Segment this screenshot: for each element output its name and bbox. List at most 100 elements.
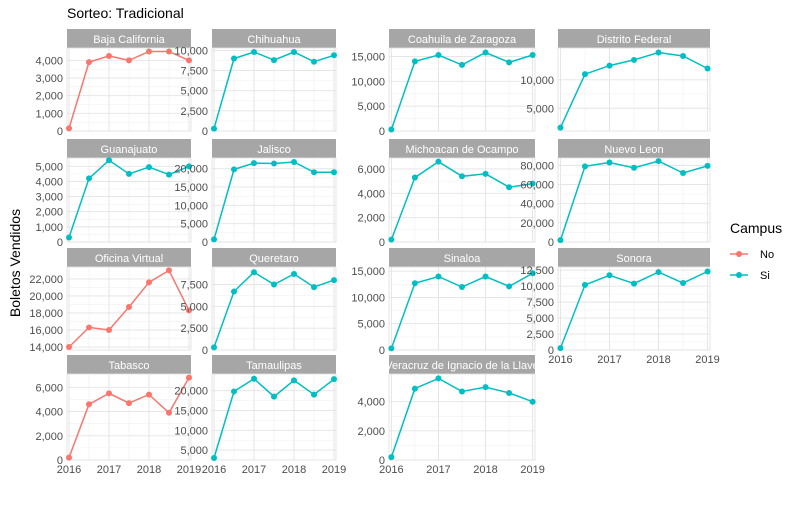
facet-strip bbox=[212, 139, 336, 158]
facet-strip-label: Oficina Virtual bbox=[95, 253, 163, 265]
data-point bbox=[146, 391, 152, 398]
data-point bbox=[211, 344, 217, 351]
data-point bbox=[126, 57, 132, 64]
facet-strip-label: Guanajuato bbox=[101, 144, 158, 156]
x-tick-label: 2017 bbox=[242, 464, 266, 476]
facet-strip bbox=[212, 248, 336, 267]
y-tick-label: 10,000 bbox=[351, 76, 385, 88]
data-point bbox=[411, 58, 418, 65]
y-tick-label: 4,000 bbox=[35, 407, 63, 419]
data-point bbox=[506, 59, 513, 66]
facet-strip bbox=[67, 139, 191, 158]
y-tick-label: 20,000 bbox=[174, 386, 208, 398]
facet-strip-label: Distrito Federal bbox=[597, 34, 672, 46]
y-tick-label: 6,000 bbox=[357, 164, 385, 176]
facet-panel: Jalisco 0 5,000 10,000 15,000 20,000 bbox=[174, 139, 337, 249]
y-tick-label: 0 bbox=[548, 345, 554, 357]
data-point bbox=[106, 390, 112, 397]
x-tick-label: 2017 bbox=[426, 464, 450, 476]
facet-panel: Distrito Federal 5,000 10,000 bbox=[520, 29, 711, 132]
data-point bbox=[704, 65, 711, 72]
facet-strip bbox=[67, 248, 191, 267]
y-tick-label: 4,000 bbox=[35, 55, 63, 67]
facet-panel: Coahuila de Zaragoza 0 5,000 10,000 15,000 bbox=[351, 29, 536, 138]
y-tick-label: 2,500 bbox=[180, 106, 208, 118]
y-tick-label: 4,000 bbox=[357, 397, 385, 409]
data-point bbox=[291, 49, 297, 56]
y-tick-label: 2,000 bbox=[35, 431, 63, 443]
data-point bbox=[86, 401, 92, 408]
data-point bbox=[186, 307, 192, 314]
x-tick-label: 2016 bbox=[202, 464, 226, 476]
facet-panel: Tabasco 0 2,000 4,000 6,000 2016 2017 2018 2019 bbox=[35, 355, 201, 476]
facet-strip-label: Jalisco bbox=[257, 144, 291, 156]
y-tick-label: 5,000 bbox=[180, 445, 208, 457]
data-point bbox=[311, 391, 317, 398]
facet-strip bbox=[558, 248, 710, 267]
legend-key-point bbox=[736, 251, 742, 257]
data-point bbox=[459, 283, 465, 290]
data-point bbox=[388, 345, 395, 352]
data-point bbox=[166, 48, 172, 55]
data-point bbox=[106, 157, 112, 164]
facet-strip bbox=[558, 29, 710, 48]
y-tick-label: 15,000 bbox=[174, 405, 208, 417]
data-point bbox=[557, 237, 564, 244]
data-point bbox=[231, 166, 237, 173]
data-point bbox=[506, 283, 513, 290]
data-point bbox=[557, 124, 564, 131]
facet-panel: Chihuahua 0 2,500 5,000 7,500 10,000 bbox=[174, 29, 337, 138]
data-point bbox=[186, 374, 192, 381]
data-point bbox=[482, 49, 489, 56]
facet-strip bbox=[389, 248, 535, 267]
data-point bbox=[291, 377, 297, 384]
data-point bbox=[704, 268, 711, 275]
y-tick-label: 7,500 bbox=[180, 279, 208, 291]
y-tick-label: 0 bbox=[57, 455, 63, 467]
y-tick-label: 7,500 bbox=[526, 297, 554, 309]
facet-panel: Queretaro 0 2,500 5,000 7,500 bbox=[180, 248, 337, 357]
x-tick-label: 2018 bbox=[282, 464, 306, 476]
y-tick-label: 0 bbox=[379, 126, 385, 138]
data-point bbox=[231, 288, 237, 295]
data-point bbox=[581, 163, 588, 170]
data-point bbox=[86, 59, 92, 66]
data-point bbox=[126, 400, 132, 407]
x-tick-label: 2016 bbox=[548, 354, 572, 366]
data-point bbox=[506, 389, 513, 396]
data-point bbox=[166, 267, 172, 274]
facet-strip bbox=[212, 29, 336, 48]
data-point bbox=[86, 324, 92, 331]
data-point bbox=[166, 409, 172, 416]
data-point bbox=[482, 273, 489, 280]
data-point bbox=[680, 279, 687, 286]
data-point bbox=[529, 180, 536, 187]
facet-strip-label: Coahuila de Zaragoza bbox=[408, 34, 517, 46]
y-tick-label: 5,000 bbox=[526, 103, 554, 115]
data-point bbox=[482, 170, 489, 177]
y-tick-label: 10,000 bbox=[520, 281, 554, 293]
y-tick-label: 4,000 bbox=[35, 176, 63, 188]
data-point bbox=[106, 326, 112, 333]
y-tick-label: 3,000 bbox=[35, 73, 63, 85]
facet-strip-label: Sonora bbox=[616, 253, 652, 265]
data-point bbox=[411, 385, 418, 392]
data-point bbox=[251, 160, 257, 167]
facet-panel: Guanajuato 0 1,000 2,000 3,000 4,000 5,000 bbox=[35, 139, 192, 249]
data-point bbox=[331, 169, 337, 176]
y-tick-label: 40,000 bbox=[520, 199, 554, 211]
data-point bbox=[271, 281, 277, 288]
facet-panel: Nuevo Leon 0 20,000 40,000 60,000 80,000 bbox=[520, 139, 711, 249]
data-point bbox=[606, 159, 613, 166]
facet-strip-label: Michoacan de Ocampo bbox=[405, 144, 518, 156]
data-point bbox=[291, 270, 297, 277]
x-tick-label: 2017 bbox=[597, 354, 621, 366]
data-point bbox=[126, 170, 132, 177]
y-tick-label: 0 bbox=[202, 345, 208, 357]
chart-title: Sorteo: Tradicional bbox=[67, 5, 184, 21]
data-point bbox=[271, 393, 277, 400]
data-point bbox=[529, 270, 536, 277]
y-tick-label: 18,000 bbox=[29, 308, 63, 320]
y-tick-label: 0 bbox=[379, 345, 385, 357]
